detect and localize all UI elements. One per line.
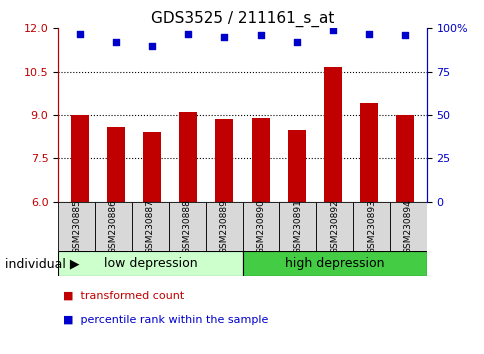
Bar [215,119,233,202]
Point [400,33,408,38]
Text: GSM230887: GSM230887 [146,199,154,254]
Text: GSM230893: GSM230893 [366,199,375,254]
Point [184,31,192,36]
Bar [323,67,341,202]
Bar [71,115,89,202]
Title: GDS3525 / 211161_s_at: GDS3525 / 211161_s_at [151,11,333,27]
Text: GSM230885: GSM230885 [72,199,81,254]
Text: individual ▶: individual ▶ [5,257,79,270]
Bar [279,202,316,251]
Bar [359,103,377,202]
Bar [395,115,413,202]
Bar [107,127,125,202]
Point [328,27,336,33]
Bar [251,118,269,202]
Bar [287,130,305,202]
Bar [242,251,426,276]
Point [148,43,156,48]
Text: GSM230890: GSM230890 [256,199,265,254]
Point [292,39,300,45]
Bar [95,202,132,251]
Bar [58,251,242,276]
Bar [242,202,279,251]
Point [76,31,84,36]
Bar [58,202,95,251]
Bar [352,202,389,251]
Point [364,31,372,36]
Bar [205,202,242,251]
Text: ■  percentile rank within the sample: ■ percentile rank within the sample [63,315,268,325]
Bar [168,202,205,251]
Bar [132,202,168,251]
Text: GSM230891: GSM230891 [293,199,302,254]
Text: high depression: high depression [284,257,384,270]
Bar [143,132,161,202]
Text: GSM230894: GSM230894 [403,199,412,254]
Point [112,39,120,45]
Text: GSM230886: GSM230886 [109,199,118,254]
Text: GSM230888: GSM230888 [182,199,191,254]
Bar [316,202,352,251]
Text: low depression: low depression [103,257,197,270]
Point [220,34,228,40]
Text: ■  transformed count: ■ transformed count [63,290,184,300]
Point [256,33,264,38]
Bar [179,112,197,202]
Text: GSM230892: GSM230892 [330,199,338,254]
Text: GSM230889: GSM230889 [219,199,228,254]
Bar [389,202,426,251]
